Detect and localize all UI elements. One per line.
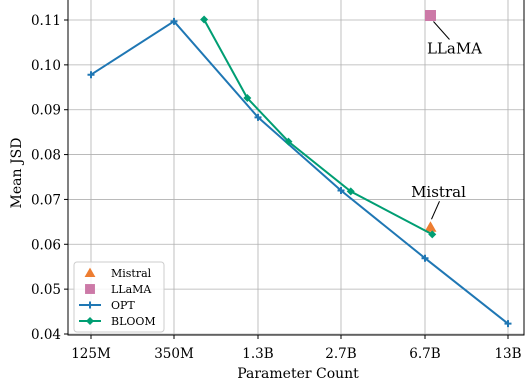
opt-point	[421, 254, 429, 262]
bloom-point	[428, 230, 437, 239]
mistral-point	[424, 221, 437, 232]
llama-series	[424, 10, 436, 22]
x-tick-label: 13B	[494, 346, 521, 362]
grid	[68, 0, 524, 335]
bloom-point	[200, 15, 209, 24]
y-tick-label: 0.10	[31, 58, 61, 74]
bloom-series	[200, 15, 437, 239]
legend-marker	[86, 317, 94, 325]
legend-item-bloom: BLOOM	[79, 315, 156, 328]
llama-annotation: LLaMA	[427, 40, 482, 58]
legend-box	[73, 261, 165, 333]
bloom-point	[346, 187, 355, 196]
legend: Mistral LLaMA OPT BLOOM	[73, 261, 165, 333]
mistral-annotation: Mistral	[411, 183, 466, 201]
opt-point	[504, 320, 512, 328]
legend-label: BLOOM	[111, 315, 156, 328]
llama-point	[424, 10, 436, 22]
plot-frame	[67, 0, 525, 336]
y-tick-label: 0.11	[31, 13, 61, 29]
opt-point	[170, 17, 178, 25]
y-axis-label: Mean JSD	[9, 138, 25, 209]
opt-point	[87, 71, 95, 79]
legend-label: OPT	[111, 299, 135, 312]
legend-marker	[86, 301, 94, 309]
bloom-point	[243, 94, 252, 103]
legend-marker	[85, 284, 95, 294]
series-layer	[87, 10, 512, 328]
mistral-annotation-arrow	[431, 201, 440, 220]
y-tick-label: 0.04	[31, 327, 61, 343]
y-tick-label: 0.09	[31, 103, 61, 119]
x-tick-label: 125M	[71, 346, 111, 362]
opt-line	[90, 19, 509, 325]
llama-annotation-arrow	[433, 21, 450, 40]
x-tick-label: 350M	[154, 346, 194, 362]
legend-label: Mistral	[111, 267, 152, 280]
opt-series	[87, 17, 512, 328]
legend-label: LLaMA	[111, 283, 152, 296]
opt-point	[254, 113, 262, 121]
x-axis-label: Parameter Count	[237, 366, 359, 382]
bloom-line	[203, 19, 433, 236]
x-tick-label: 2.7B	[325, 346, 356, 362]
annotations: Mistral LLaMA	[411, 21, 482, 220]
x-tick-label: 6.7B	[409, 346, 440, 362]
bloom-point	[284, 137, 293, 146]
y-tick-label: 0.08	[31, 148, 61, 164]
legend-item-llama: LLaMA	[85, 283, 152, 296]
mistral-series	[424, 221, 437, 232]
y-tick-label: 0.06	[31, 237, 61, 253]
y-tick-label: 0.05	[31, 282, 61, 298]
y-tick-label: 0.07	[31, 192, 61, 208]
legend-marker	[84, 267, 96, 278]
x-tick-label: 1.3B	[242, 346, 273, 362]
legend-item-mistral: Mistral	[84, 267, 152, 280]
legend-item-opt: OPT	[79, 299, 135, 312]
opt-point	[337, 186, 345, 194]
axes: 125M 350M 1.3B 2.7B 6.7B 13B 0.04 0.05 0.06 0.07 0…	[31, 0, 525, 362]
